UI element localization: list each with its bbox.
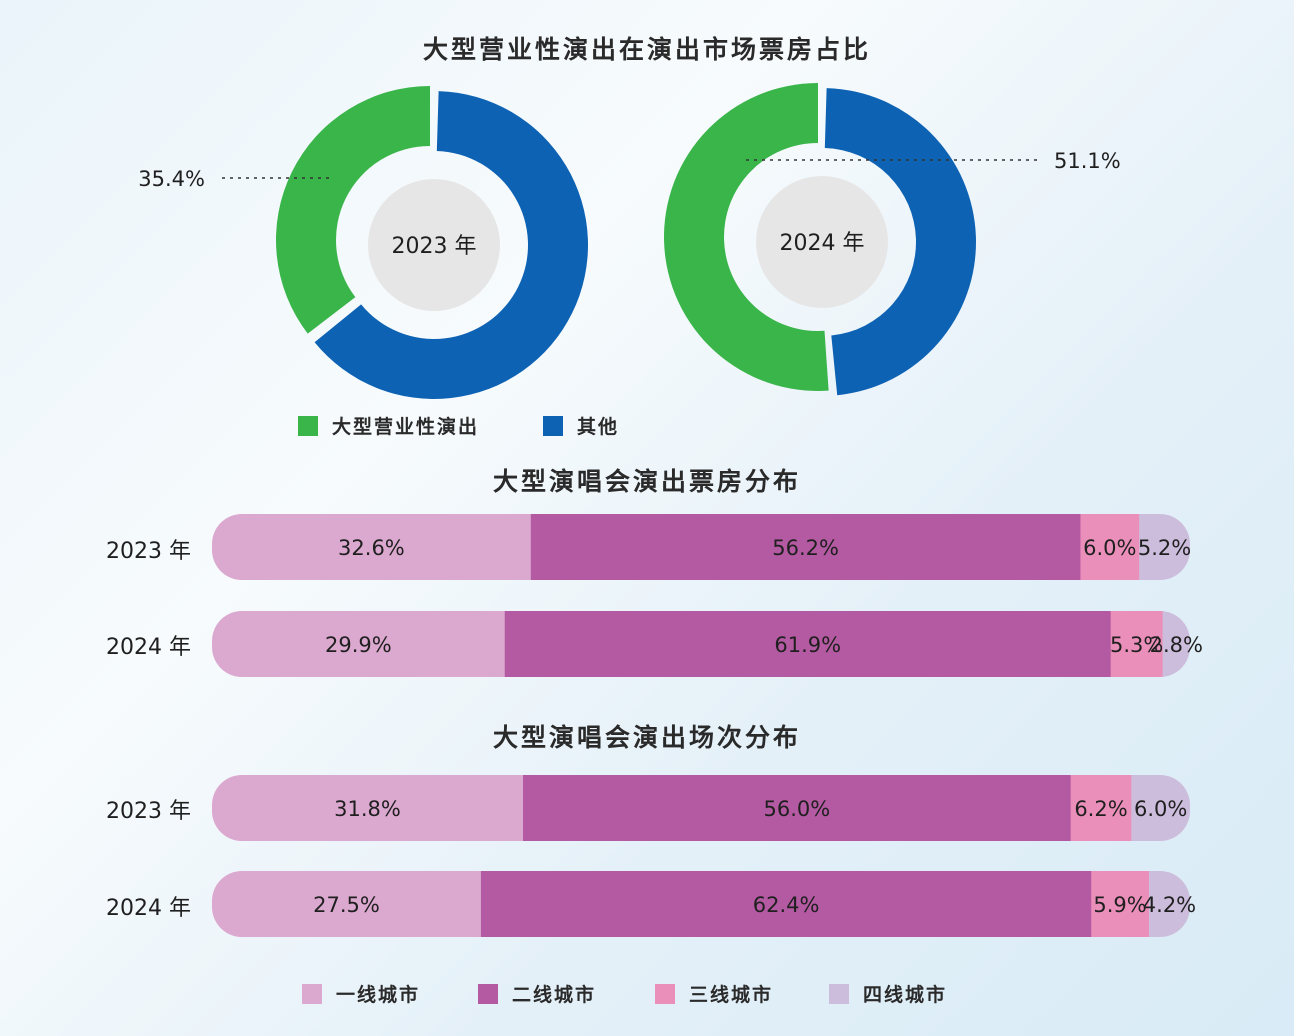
- bar-data-label: 6.2%: [1074, 797, 1127, 821]
- stacked-bar: [212, 871, 1190, 937]
- bar-data-label: 56.2%: [772, 536, 839, 560]
- donut-slice-other: [314, 91, 588, 399]
- row-label-box-office-2023: 2023 年: [106, 539, 191, 564]
- legend-label: 其他: [577, 416, 620, 438]
- bar-data-label: 2.8%: [1150, 633, 1203, 657]
- row-label-box-office-2024: 2024 年: [106, 635, 191, 660]
- legend-swatch-green: [298, 415, 318, 436]
- legend-label: 三线城市: [689, 984, 774, 1006]
- bar-data-label: 61.9%: [774, 633, 841, 657]
- bar-data-label: 27.5%: [313, 893, 380, 917]
- bar-data-label: 4.2%: [1143, 893, 1196, 917]
- donut-slice-large-shows: [664, 83, 829, 391]
- bar-data-label: 5.9%: [1093, 893, 1146, 917]
- stacked-bar: [212, 775, 1190, 841]
- legend-item-tier4: 四线城市: [829, 980, 947, 1007]
- bar-segment-tier3: [1070, 775, 1132, 841]
- legend-label: 四线城市: [863, 984, 948, 1006]
- sessions-chart-title: 大型演唱会演出场次分布: [492, 723, 801, 752]
- bar-data-label: 29.9%: [325, 633, 392, 657]
- legend-swatch-tier4: [829, 983, 849, 1004]
- bar-data-label: 56.0%: [763, 797, 830, 821]
- bar-segment-tier2: [504, 611, 1112, 677]
- row-label-sessions-2023: 2023 年: [106, 799, 191, 824]
- bar-segment-tier2: [523, 775, 1072, 841]
- legend-label: 二线城市: [512, 984, 597, 1006]
- legend-swatch-blue: [543, 415, 563, 436]
- legend-swatch-tier2: [478, 983, 498, 1004]
- bar-data-label: 6.0%: [1083, 536, 1136, 560]
- donut-center-circle: [756, 176, 888, 308]
- bar-data-label: 32.6%: [338, 536, 405, 560]
- legend-item-tier2: 二线城市: [478, 980, 596, 1007]
- legend-item-tier3: 三线城市: [655, 980, 773, 1007]
- legend-swatch-tier1: [302, 983, 322, 1004]
- bar-data-label: 6.0%: [1134, 797, 1187, 821]
- box-office-chart-title: 大型演唱会演出票房分布: [492, 467, 801, 496]
- bar-segment-tier4: [1131, 775, 1190, 841]
- donut-charts: 2023 年 35.4% 2024 年 51.1%: [138, 83, 1121, 399]
- donut-slice-other: [824, 88, 976, 396]
- legend-item-other: 其他: [543, 412, 619, 439]
- bar-segment-tier1: [212, 775, 524, 841]
- bar-segment-tier1: [212, 514, 532, 580]
- annotation-value-label: 51.1%: [1054, 149, 1121, 173]
- bar-segment-tier4: [1148, 871, 1190, 937]
- legend-swatch-tier3: [655, 983, 675, 1004]
- bar-data-label: 62.4%: [753, 893, 820, 917]
- donut-center-label: 2024 年: [780, 231, 865, 256]
- bar-segment-tier1: [212, 871, 482, 937]
- bar-segment-tier4: [1139, 514, 1190, 580]
- bar-segment-tier3: [1080, 514, 1140, 580]
- bar-segment-tier2: [480, 871, 1092, 937]
- bar-segment-tier2: [530, 514, 1081, 580]
- donut-slice-large-shows: [275, 85, 430, 334]
- bar-segment-tier1: [212, 611, 506, 677]
- row-label-sessions-2024: 2024 年: [106, 896, 191, 921]
- stacked-bar: [212, 514, 1190, 580]
- legend-item-large-shows: 大型营业性演出: [298, 412, 479, 439]
- stacked-bar: [212, 611, 1190, 677]
- donut-chart-title: 大型营业性演出在演出市场票房占比: [422, 35, 871, 64]
- donut-center-label: 2023 年: [392, 234, 477, 259]
- annotation-value-label: 35.4%: [138, 167, 205, 191]
- donut-center-circle: [368, 179, 500, 311]
- legend-label: 一线城市: [336, 984, 421, 1006]
- legend-item-tier1: 一线城市: [302, 980, 420, 1007]
- legend-label: 大型营业性演出: [332, 416, 480, 438]
- bar-segment-tier3: [1110, 611, 1164, 677]
- bar-data-label: 31.8%: [334, 797, 401, 821]
- bar-segment-tier3: [1091, 871, 1150, 937]
- bar-data-label: 5.3%: [1110, 633, 1163, 657]
- bar-data-label: 5.2%: [1138, 536, 1191, 560]
